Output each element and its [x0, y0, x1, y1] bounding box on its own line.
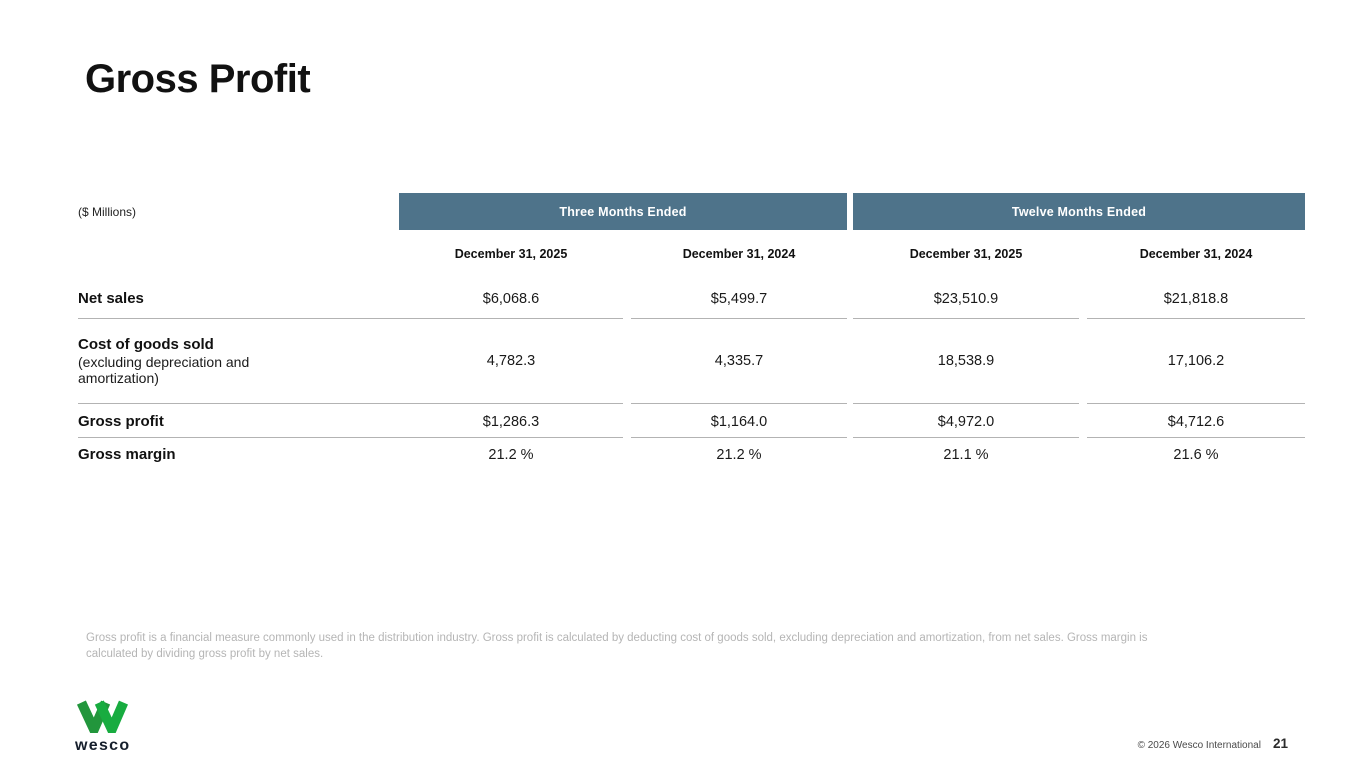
gross-profit-table: ($ Millions) Three Months Ended Twelve M… — [78, 193, 1305, 471]
table-row-cost-of-goods-sold: Cost of goods sold (excluding depreciati… — [78, 319, 1305, 404]
wesco-logo-wordmark: wesco — [75, 737, 131, 754]
value-cell: $21,818.8 — [1087, 271, 1305, 319]
row-label-text: Net sales — [78, 289, 144, 307]
value-cell: 21.2 % — [716, 446, 762, 463]
value-cell: $4,972.0 — [853, 404, 1079, 438]
table-row-net-sales: Net sales $6,068.6 $5,499.7 $23,510.9 $2… — [78, 271, 1305, 319]
wesco-w-icon — [76, 700, 128, 742]
table-row-gross-margin: Gross margin 21.2 % 21.2 % 21.1 % 21.6 % — [78, 438, 1305, 471]
row-label-cost-of-goods-sold: Cost of goods sold (excluding depreciati… — [78, 319, 399, 404]
footnote-text: Gross profit is a financial measure comm… — [86, 632, 1148, 660]
value-cell: $6,068.6 — [399, 271, 623, 319]
row-label-gross-profit: Gross profit — [78, 404, 399, 438]
column-header-3mo-2024: December 31, 2024 — [682, 246, 796, 261]
value-cell: 21.1 % — [943, 446, 989, 463]
group-header-twelve-months-ended: Twelve Months Ended — [853, 193, 1305, 230]
footer: © 2026 Wesco International 21 — [1138, 736, 1288, 751]
value-cell: 21.2 % — [488, 446, 534, 463]
value-cell: $1,164.0 — [631, 404, 847, 438]
row-label-text: Gross margin — [78, 445, 176, 463]
row-label-net-sales: Net sales — [78, 271, 399, 319]
value-cell: $4,712.6 — [1087, 404, 1305, 438]
row-sublabel-text: (excluding depreciation and amortization… — [78, 353, 250, 386]
table-row-gross-profit: Gross profit $1,286.3 $1,164.0 $4,972.0 … — [78, 404, 1305, 438]
value-cell: $5,499.7 — [631, 271, 847, 319]
value-cell: 21.6 % — [1173, 446, 1219, 463]
row-label-text: Gross profit — [78, 412, 164, 430]
group-header-three-months-ended: Three Months Ended — [399, 193, 847, 230]
value-cell: 4,782.3 — [399, 319, 623, 404]
value-cell: 17,106.2 — [1087, 319, 1305, 404]
column-header-3mo-2025: December 31, 2025 — [454, 246, 568, 261]
row-label-text: Cost of goods sold — [78, 336, 214, 354]
value-cell: $23,510.9 — [853, 271, 1079, 319]
column-header-row: December 31, 2025 December 31, 2024 Dece… — [78, 230, 1305, 271]
row-label-gross-margin: Gross margin — [78, 438, 399, 471]
page-number: 21 — [1272, 736, 1288, 751]
group-header-row: ($ Millions) Three Months Ended Twelve M… — [78, 193, 1305, 230]
value-cell: 18,538.9 — [853, 319, 1079, 404]
units-note: ($ Millions) — [78, 204, 137, 219]
page-title: Gross Profit — [85, 57, 311, 101]
value-cell: 4,335.7 — [631, 319, 847, 404]
wesco-logo: wesco — [75, 699, 135, 755]
column-header-12mo-2025: December 31, 2025 — [909, 246, 1023, 261]
column-header-12mo-2024: December 31, 2024 — [1139, 246, 1253, 261]
copyright-text: © 2026 Wesco International — [1137, 740, 1261, 751]
value-cell: $1,286.3 — [399, 404, 623, 438]
